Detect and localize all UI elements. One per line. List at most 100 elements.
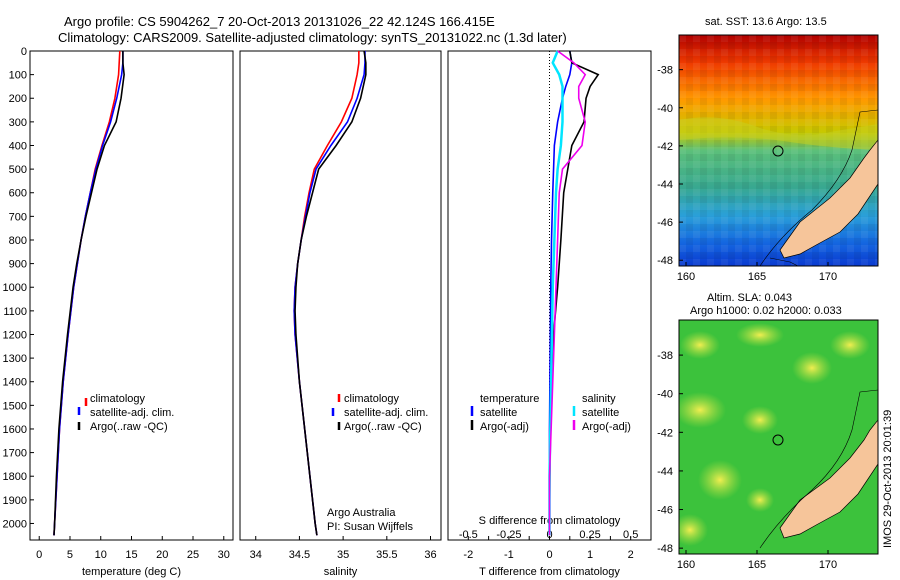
sst-map: sat. SST: 13.6 Argo: 13.5 xyxy=(678,16,879,267)
legend-sal-argo: Argo(-adj) xyxy=(582,421,631,433)
series-line xyxy=(293,51,366,536)
x-tick-label: 20 xyxy=(156,549,168,561)
legend-argo: Argo(..raw -QC) xyxy=(344,421,422,433)
difference-legend: temperature satellite Argo(-adj) salinit… xyxy=(470,393,631,433)
lon-tick-label: 165 xyxy=(748,271,766,283)
plot-frame xyxy=(29,50,234,541)
legend-satellite-adj: satellite-adj. clim. xyxy=(344,407,428,419)
x-tick-label: 25 xyxy=(187,549,199,561)
credit-line2: PI: Susan Wijffels xyxy=(327,521,413,533)
salinity-legend: climatology satellite-adj. clim. Argo(..… xyxy=(331,393,428,433)
legend-satellite-adj: satellite-adj. clim. xyxy=(90,407,174,419)
chart-title-line1: Argo profile: CS 5904262_7 20-Oct-2013 2… xyxy=(64,14,495,29)
x-tick-label: -1 xyxy=(504,549,514,561)
legend-climatology: climatology xyxy=(90,393,146,405)
x-axis-label: T difference from climatology xyxy=(479,566,620,578)
y-tick-label: 1100 xyxy=(3,306,27,318)
sla-map-title1: Altim. SLA: 0.043 xyxy=(707,292,792,304)
y-tick-label: 1400 xyxy=(3,377,27,389)
series-line xyxy=(53,51,125,536)
sla-map-title2: Argo h1000: 0.02 h2000: 0.033 xyxy=(690,305,842,317)
plot-frame xyxy=(239,50,442,541)
credit-line1: Argo Australia xyxy=(327,507,396,519)
x-tick-label: 35 xyxy=(337,549,349,561)
y-tick-label: 600 xyxy=(9,188,27,200)
y-tick-label: 1500 xyxy=(3,400,27,412)
x-tick-label: 1 xyxy=(587,549,593,561)
y-tick-label: 400 xyxy=(9,140,27,152)
x-tick-label: 15 xyxy=(125,549,137,561)
legend-sal-satellite: satellite xyxy=(582,407,619,419)
top-tick-label: -0.5 xyxy=(459,529,478,541)
lat-tick-label: -40 xyxy=(657,389,673,401)
map-axis-ticks: -38 -40 -42 -44 -46 -48 160 165 170 -38 -40 -42 -44 -… xyxy=(657,65,837,571)
lat-tick-label: -48 xyxy=(657,255,673,267)
x-axis-label: salinity xyxy=(324,566,358,578)
lat-tick-label: -48 xyxy=(657,543,673,555)
lon-tick-label: 160 xyxy=(677,559,695,571)
y-tick-label: 700 xyxy=(9,211,27,223)
y-tick-label: 1000 xyxy=(3,282,27,294)
lat-tick-label: -44 xyxy=(657,179,673,191)
x-tick-label: 34 xyxy=(250,549,262,561)
y-tick-label: 1300 xyxy=(3,353,27,365)
legend-temp-satellite: satellite xyxy=(480,407,517,419)
x-tick-label: 0 xyxy=(546,549,552,561)
y-tick-label: 100 xyxy=(9,70,27,82)
lat-tick-label: -42 xyxy=(657,141,673,153)
lon-tick-label: 165 xyxy=(748,559,766,571)
x-tick-label: -2 xyxy=(463,549,473,561)
top-tick-label: 0.25 xyxy=(579,529,600,541)
y-tick-label: 0 xyxy=(21,46,27,58)
lon-tick-label: 170 xyxy=(819,559,837,571)
difference-profile-panel: -2 -1 0 1 2-0.5 -0.25 0 0.25 0.5S difference fro… xyxy=(447,50,652,578)
lat-tick-label: -46 xyxy=(657,217,673,229)
legend-salinity-title: salinity xyxy=(582,393,616,405)
x-tick-label: 0 xyxy=(36,549,42,561)
temperature-legend: climatology satellite-adj. clim. Argo(..… xyxy=(77,393,174,433)
y-tick-label: 200 xyxy=(9,93,27,105)
x-tick-label: 2 xyxy=(628,549,634,561)
sla-map: Altim. SLA: 0.043 Argo h1000: 0.02 h2000… xyxy=(678,292,894,555)
lat-tick-label: -44 xyxy=(657,466,673,478)
x-tick-label: 5 xyxy=(67,549,73,561)
y-tick-label: 300 xyxy=(9,117,27,129)
x-axis-label: temperature (deg C) xyxy=(82,566,181,578)
x-tick-label: 36 xyxy=(424,549,436,561)
y-tick-label: 900 xyxy=(9,259,27,271)
sst-map-title: sat. SST: 13.6 Argo: 13.5 xyxy=(705,16,827,28)
y-tick-label: 500 xyxy=(9,164,27,176)
lat-tick-label: -40 xyxy=(657,103,673,115)
legend-argo: Argo(..raw -QC) xyxy=(90,421,168,433)
lat-tick-label: -42 xyxy=(657,427,673,439)
temperature-profile-panel: 0100200300400500600700800900100011001200… xyxy=(3,46,234,578)
y-tick-label: 2000 xyxy=(3,518,27,530)
lat-tick-label: -38 xyxy=(657,65,673,77)
salinity-profile-panel: 34 34.5 35 35.5 36 salinity xyxy=(239,50,442,578)
series-line xyxy=(548,50,587,536)
imos-watermark: IMOS 29-Oct-2013 20:01:39 xyxy=(882,410,894,548)
y-tick-label: 800 xyxy=(9,235,27,247)
y-tick-label: 1200 xyxy=(3,329,27,341)
x-tick-label: 30 xyxy=(218,549,230,561)
x-tick-label: 35.5 xyxy=(376,549,397,561)
lon-tick-label: 160 xyxy=(677,271,695,283)
legend-temp-argo: Argo(-adj) xyxy=(480,421,529,433)
lon-tick-label: 170 xyxy=(819,271,837,283)
y-tick-label: 1600 xyxy=(3,424,27,436)
x-tick-label: 34.5 xyxy=(289,549,310,561)
top-tick-label: 0.5 xyxy=(623,529,638,541)
chart-title-line2: Climatology: CARS2009. Satellite-adjuste… xyxy=(58,30,567,45)
x-tick-label: 10 xyxy=(95,549,107,561)
series-line xyxy=(293,51,360,536)
lat-tick-label: -38 xyxy=(657,350,673,362)
series-line xyxy=(53,51,124,536)
y-tick-label: 1900 xyxy=(3,495,27,507)
y-tick-label: 1700 xyxy=(3,448,27,460)
series-line xyxy=(294,50,367,536)
legend-temperature-title: temperature xyxy=(480,393,539,405)
y-tick-label: 1800 xyxy=(3,471,27,483)
legend-climatology: climatology xyxy=(344,393,400,405)
lat-tick-label: -46 xyxy=(657,505,673,517)
